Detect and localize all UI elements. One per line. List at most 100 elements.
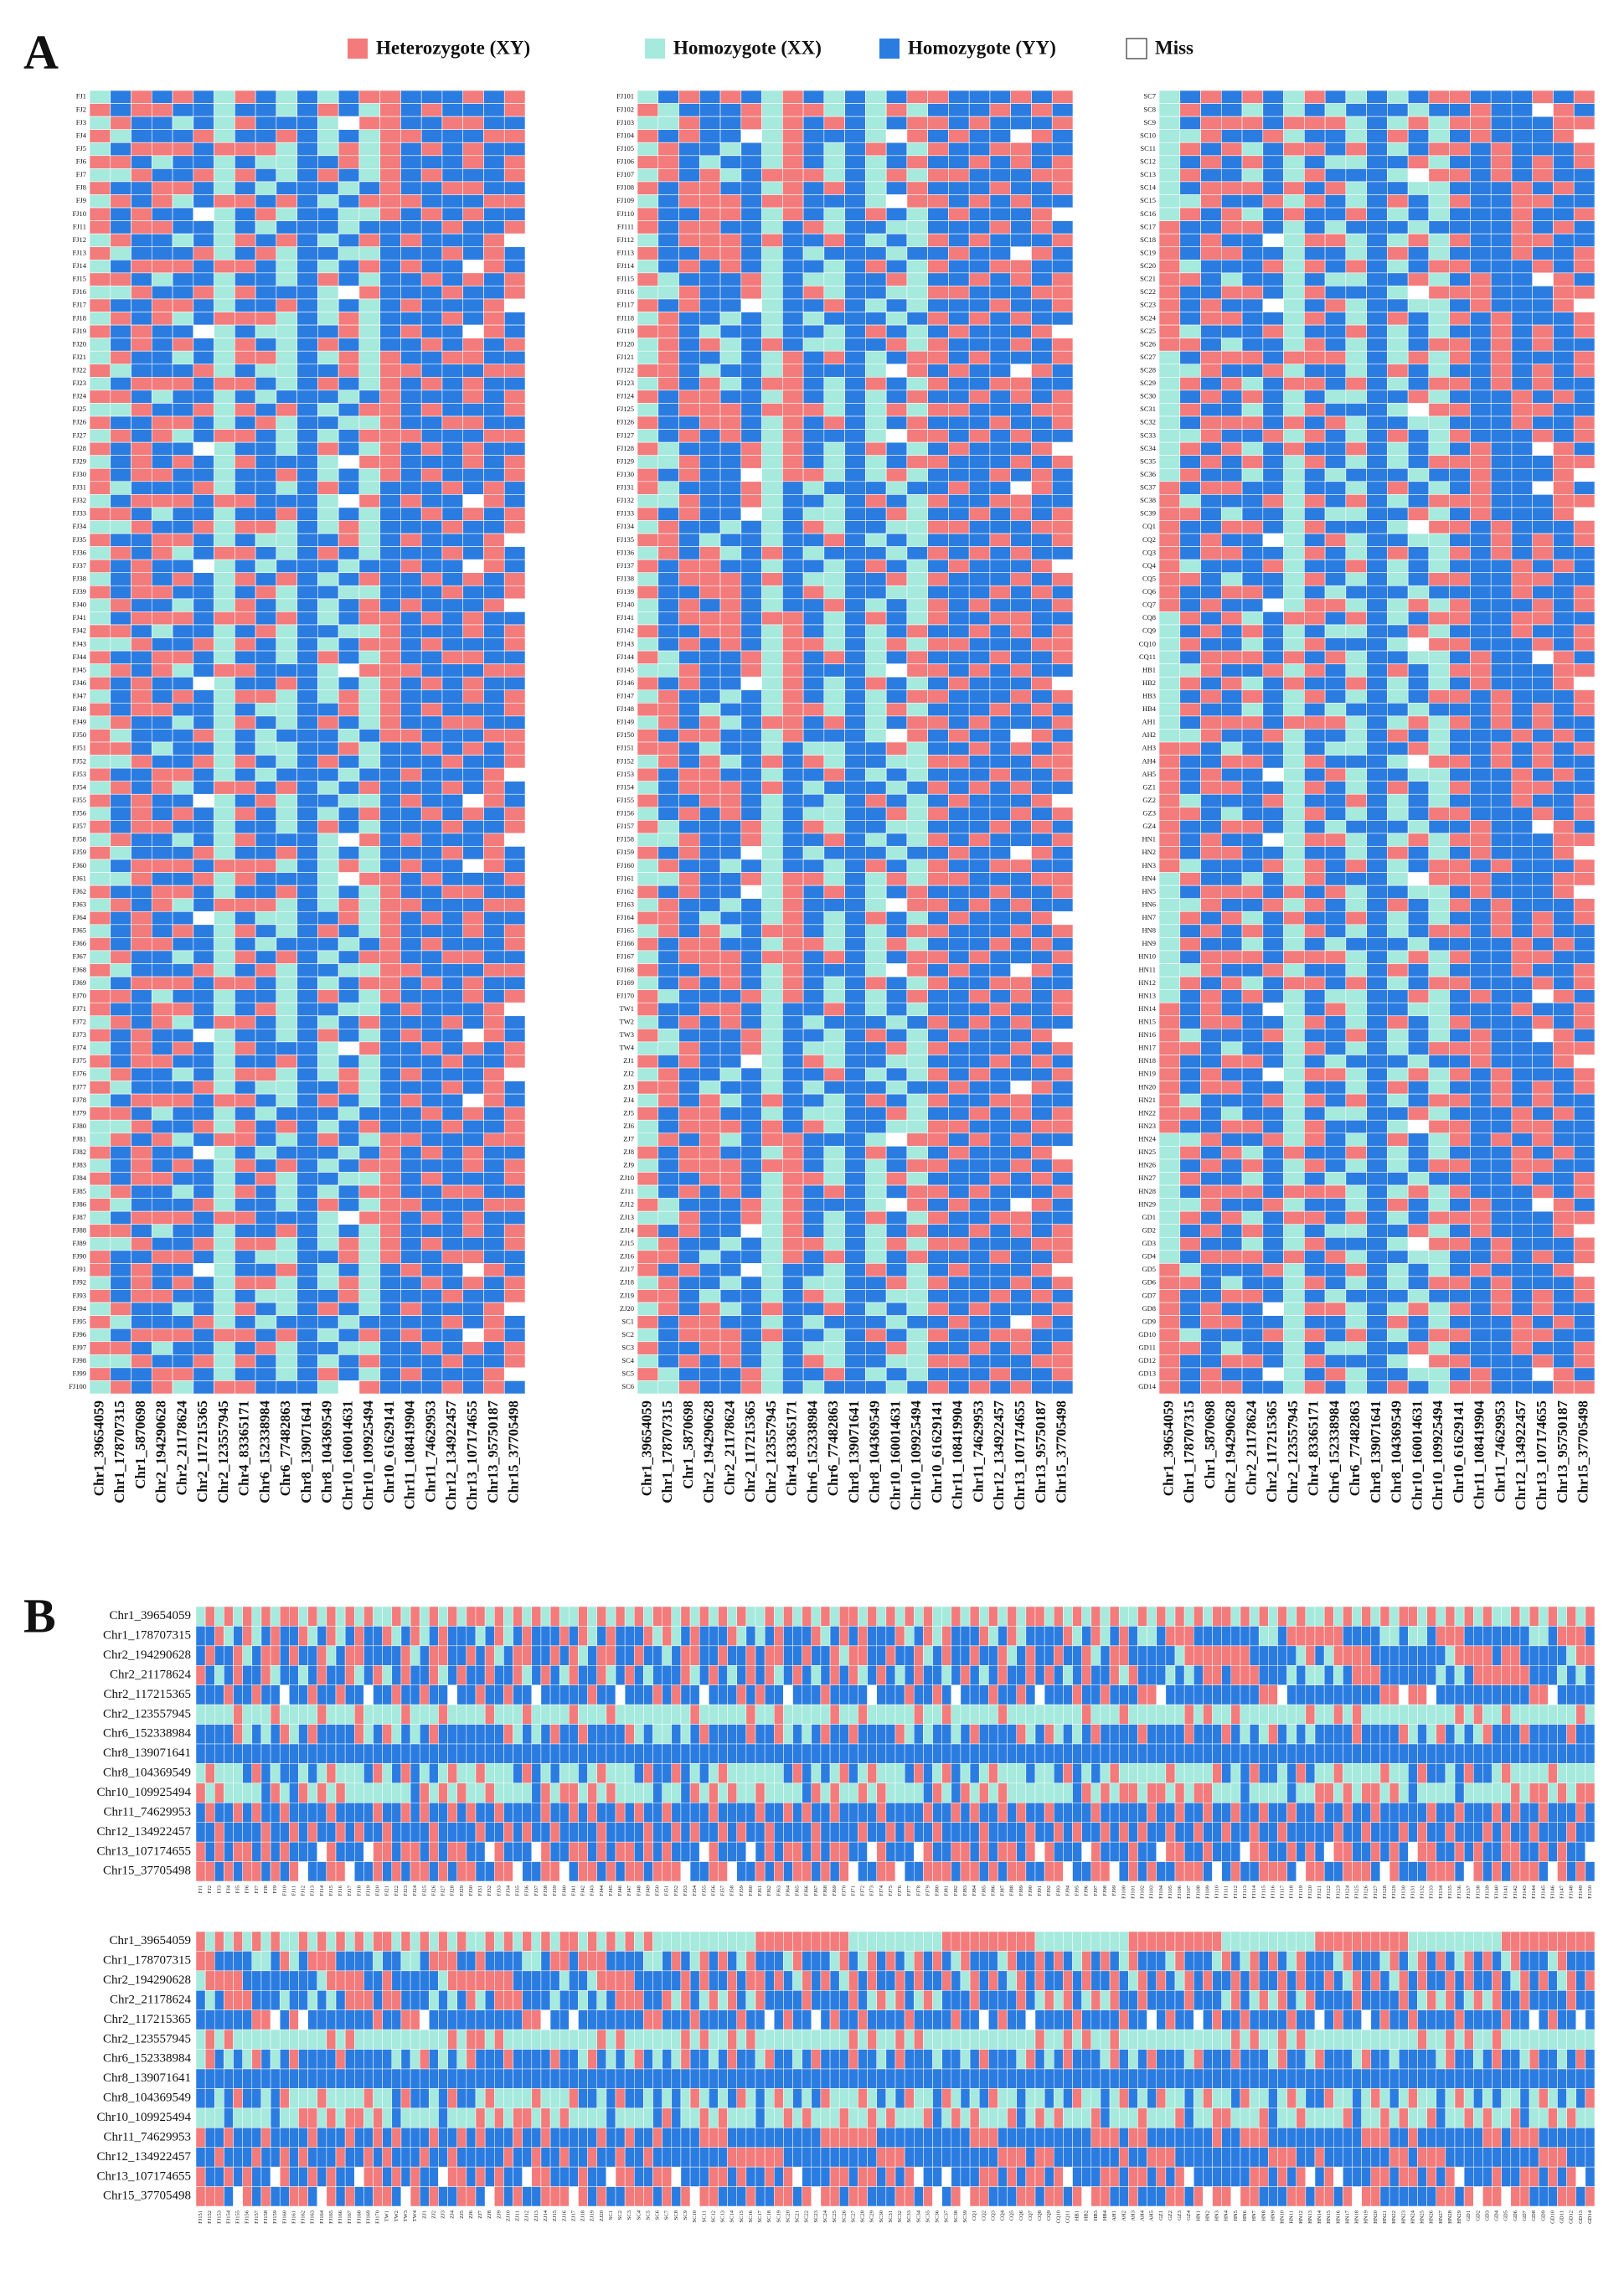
genotype-cell: [214, 1341, 235, 1355]
genotype-cell: [379, 1002, 401, 1017]
genotype-cell: [338, 729, 360, 743]
genotype-cell: [338, 937, 360, 952]
genotype-cell: [1031, 338, 1053, 352]
genotype-cell: [885, 520, 908, 534]
genotype-cell: [699, 1210, 721, 1225]
genotype-cell: [885, 1002, 908, 1017]
genotype-cell: [400, 155, 422, 169]
genotype-cell: [678, 1015, 700, 1029]
genotype-cell: [379, 1041, 401, 1055]
genotype-cell: [1532, 220, 1554, 235]
genotype-cell: [637, 1041, 659, 1055]
genotype-cell: [89, 220, 111, 235]
genotype-cell: [761, 1132, 783, 1147]
genotype-cell: [1158, 403, 1181, 417]
genotype-cell: [948, 637, 970, 652]
genotype-cell: [927, 1354, 949, 1369]
genotype-cell: [193, 1354, 214, 1369]
genotype-cell: [823, 259, 845, 274]
genotype-cell: [235, 689, 256, 704]
genotype-cell: [131, 168, 152, 183]
genotype-cell: [338, 233, 360, 248]
genotype-cell: [1573, 364, 1596, 378]
genotype-cell: [1010, 207, 1032, 221]
genotype-cell: [172, 1184, 194, 1199]
genotype-cell: [1051, 1276, 1074, 1290]
genotype-cell: [989, 585, 1012, 600]
genotype-cell: [1304, 312, 1326, 326]
genotype-cell: [110, 1119, 131, 1134]
genotype-cell: [420, 729, 443, 743]
genotype-cell: [441, 520, 464, 534]
genotype-cell: [89, 168, 111, 183]
sample-label: FJ39: [72, 587, 86, 596]
sample-label: FJ130: [616, 470, 634, 478]
genotype-cell: [802, 1029, 825, 1043]
genotype-cell: [844, 1341, 866, 1355]
genotype-cell: [441, 1236, 464, 1251]
genotype-cell: [1532, 272, 1554, 286]
sample-label: FJ138: [616, 574, 634, 582]
genotype-cell: [948, 885, 970, 900]
genotype-cell: [1010, 1328, 1032, 1343]
genotype-cell: [699, 781, 721, 795]
genotype-cell: [782, 1236, 804, 1251]
genotype-cell: [151, 364, 173, 378]
genotype-cell: [844, 533, 866, 547]
genotype-cell: [379, 338, 401, 352]
genotype-cell: [193, 298, 214, 312]
genotype-cell: [989, 598, 1012, 612]
genotype-cell: [637, 1380, 659, 1395]
genotype-cell: [1387, 298, 1409, 312]
genotype-cell: [906, 103, 928, 117]
genotype-cell: [151, 950, 173, 964]
genotype-cell: [1324, 403, 1347, 417]
genotype-cell: [678, 220, 700, 235]
genotype-cell: [503, 259, 526, 274]
genotype-cell: [865, 259, 887, 274]
genotype-cell: [927, 1276, 949, 1290]
genotype-cell: [948, 1067, 970, 1081]
genotype-cell: [441, 1210, 464, 1225]
genotype-cell: [968, 676, 991, 691]
genotype-cell: [462, 885, 484, 900]
genotype-cell: [802, 1380, 825, 1395]
genotype-cell: [678, 1236, 700, 1251]
genotype-cell: [1051, 1106, 1074, 1121]
genotype-cell: [968, 415, 991, 430]
genotype-cell: [1220, 272, 1243, 286]
genotype-cell: [1051, 1146, 1074, 1160]
genotype-cell: [885, 507, 908, 521]
genotype-cell: [193, 403, 214, 417]
genotype-cell: [483, 1289, 505, 1303]
genotype-cell: [823, 181, 845, 195]
genotype-cell: [802, 220, 825, 235]
genotype-cell: [782, 872, 804, 886]
genotype-cell: [802, 872, 825, 886]
genotype-cell: [761, 793, 783, 808]
genotype-cell: [844, 1210, 866, 1225]
genotype-cell: [989, 703, 1012, 717]
genotype-cell: [400, 1015, 422, 1029]
genotype-cell: [338, 1184, 360, 1199]
genotype-cell: [172, 1146, 194, 1160]
genotype-cell: [483, 963, 505, 978]
genotype-cell: [317, 1276, 339, 1290]
genotype-cell: [338, 650, 360, 664]
genotype-cell: [1262, 181, 1284, 195]
genotype-cell: [1010, 324, 1032, 338]
genotype-cell: [235, 1055, 256, 1069]
genotype-cell: [1179, 129, 1201, 143]
genotype-cell: [699, 1263, 721, 1277]
genotype-cell: [885, 1236, 908, 1251]
sample-label: FJ58: [72, 835, 86, 843]
genotype-cell: [172, 1276, 194, 1290]
genotype-cell: [637, 559, 659, 574]
genotype-cell: [420, 833, 443, 847]
sample-label: SC21: [1140, 275, 1156, 283]
genotype-cell: [338, 441, 360, 456]
genotype-cell: [906, 937, 928, 952]
genotype-cell: [844, 1146, 866, 1160]
genotype-cell: [968, 324, 991, 338]
genotype-cell: [885, 129, 908, 143]
